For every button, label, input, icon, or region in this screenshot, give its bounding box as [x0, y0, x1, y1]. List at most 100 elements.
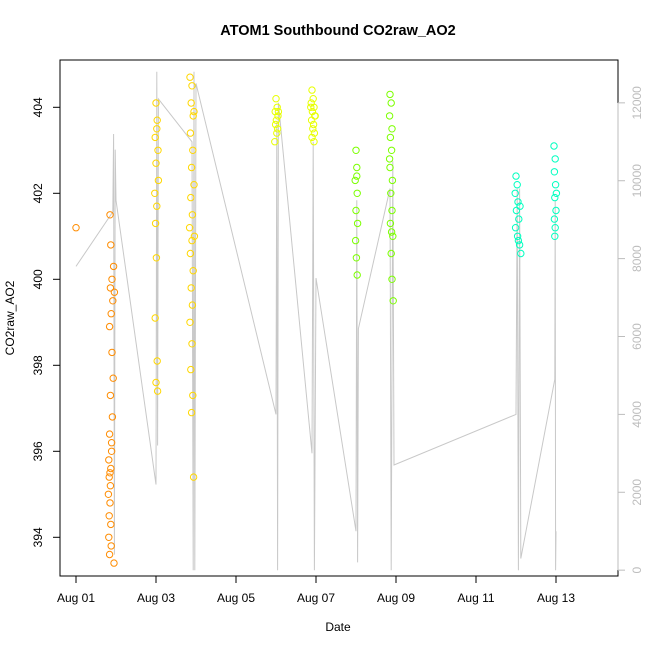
data-point — [353, 189, 361, 198]
y-tick-label: 398 — [31, 355, 45, 375]
data-point — [106, 469, 114, 477]
y2-tick-label: 0 — [630, 567, 644, 574]
data-point — [153, 357, 161, 365]
data-point — [389, 297, 397, 305]
x-tick-label: Aug 01 — [57, 591, 95, 605]
data-point — [307, 103, 315, 112]
data-point — [273, 103, 281, 112]
data-point — [310, 138, 318, 146]
data-point — [187, 193, 195, 202]
data-point — [109, 262, 118, 271]
data-point — [515, 215, 523, 223]
data-point — [105, 456, 113, 464]
data-point — [353, 219, 362, 228]
data-point — [186, 249, 195, 258]
data-point — [551, 193, 559, 202]
data-point — [309, 95, 317, 103]
data-point — [154, 176, 163, 185]
y2-tick-label: 6000 — [630, 323, 644, 350]
data-point — [389, 232, 397, 241]
data-point — [308, 86, 316, 94]
data-point — [151, 314, 159, 322]
data-point — [105, 533, 113, 541]
data-point — [513, 232, 522, 241]
data-point — [188, 236, 196, 245]
data-point — [271, 138, 279, 146]
data-point — [107, 241, 115, 249]
data-point — [152, 378, 160, 387]
data-point — [387, 228, 396, 236]
data-point — [187, 99, 195, 107]
data-point — [388, 275, 396, 283]
data-point — [153, 202, 161, 210]
data-point — [551, 232, 559, 241]
data-point — [353, 163, 361, 172]
data-point — [151, 219, 160, 228]
y2-tick-label: 10000 — [630, 164, 644, 198]
data-point — [552, 206, 560, 215]
data-point — [311, 112, 319, 120]
data-point — [106, 284, 115, 292]
data-point — [105, 550, 114, 559]
data-point — [272, 116, 281, 124]
data-point — [188, 211, 197, 219]
data-point — [274, 112, 282, 120]
data-point — [385, 155, 394, 163]
data-point — [188, 340, 196, 348]
data-point — [152, 99, 160, 107]
chart-title: ATOM1 Southbound CO2raw_AO2 — [220, 23, 456, 39]
y2-tick-label: 12000 — [630, 86, 644, 120]
data-point — [351, 236, 360, 245]
data-point — [109, 297, 117, 305]
data-point — [107, 542, 115, 550]
data-point — [107, 447, 116, 455]
data-point — [514, 236, 523, 245]
data-point — [351, 176, 359, 185]
data-point — [105, 430, 114, 438]
y2-tick-label: 8000 — [630, 245, 644, 272]
plot-frame — [59, 59, 619, 577]
plot-area — [72, 71, 561, 571]
data-point — [189, 473, 198, 481]
data-point — [512, 206, 521, 215]
data-point — [274, 107, 283, 116]
data-point — [513, 181, 521, 189]
data-point — [387, 189, 395, 198]
data-point — [387, 146, 396, 155]
y-tick-label: 400 — [31, 269, 45, 289]
data-point — [189, 112, 197, 120]
data-point — [550, 168, 559, 176]
x-tick-label: Aug 03 — [137, 591, 175, 605]
data-point — [107, 464, 115, 473]
data-point — [108, 275, 116, 283]
data-point — [512, 172, 520, 180]
data-point — [272, 95, 280, 103]
data-point — [310, 129, 319, 137]
y-tick-label: 402 — [31, 183, 45, 203]
data-point — [105, 473, 113, 481]
data-point — [185, 224, 194, 232]
data-point — [188, 82, 196, 90]
x-tick-label: Aug 05 — [217, 591, 255, 605]
data-point — [511, 224, 520, 232]
data-point — [108, 413, 117, 421]
data-point — [386, 133, 395, 142]
data-point — [352, 254, 361, 262]
data-point — [387, 249, 395, 258]
data-point — [186, 73, 194, 81]
data-point — [388, 206, 396, 215]
data-point — [310, 103, 318, 112]
data-point — [188, 301, 197, 309]
y-axis-right: 0 2000 4000 6000 8000 10000 12000 — [617, 86, 644, 574]
data-point — [388, 125, 396, 133]
data-point — [151, 189, 159, 198]
data-point — [108, 348, 116, 357]
data-point — [514, 198, 522, 206]
data-point — [106, 211, 114, 219]
y-tick-label: 396 — [31, 441, 45, 461]
data-point — [187, 365, 195, 374]
data-point — [105, 322, 114, 331]
data-point — [105, 512, 113, 520]
data-point — [551, 155, 559, 163]
